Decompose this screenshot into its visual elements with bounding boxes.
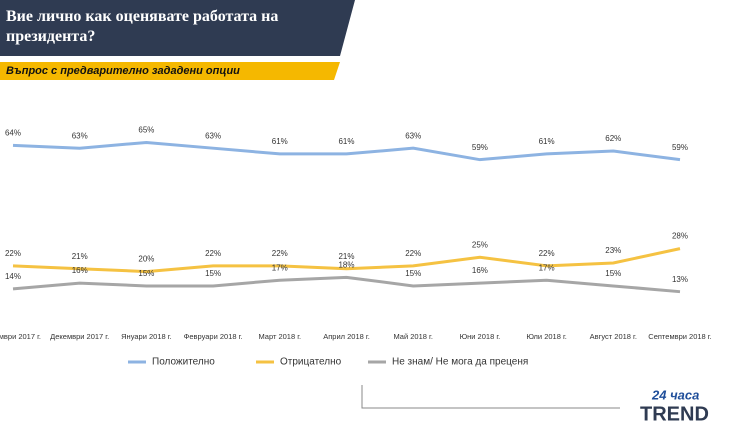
- chart-title: Вие лично как оценявате работата на прези…: [6, 8, 278, 45]
- chart-subtitle: Въпрос с предварително зададени опции: [6, 65, 240, 77]
- legend-label: Отрицателно: [280, 357, 342, 368]
- data-label: 15%: [205, 269, 221, 278]
- data-label: 20%: [138, 255, 154, 264]
- logo-bottom: TREND: [640, 403, 709, 423]
- data-label: 22%: [5, 249, 21, 258]
- series-line: [12, 275, 681, 294]
- data-label: 15%: [138, 269, 154, 278]
- legend-label: Положително: [152, 357, 215, 368]
- data-label: 65%: [138, 126, 154, 135]
- data-label: 61%: [272, 137, 288, 146]
- data-label: 59%: [672, 143, 688, 152]
- data-label: 21%: [338, 252, 354, 261]
- logo-frame: [361, 385, 620, 409]
- data-label: 22%: [405, 249, 421, 258]
- x-tick-label: Август 2018 г.: [590, 332, 637, 341]
- x-tick-label: Май 2018 г.: [393, 332, 432, 341]
- data-label: 61%: [338, 137, 354, 146]
- data-label: 14%: [5, 272, 21, 281]
- x-tick-label: Март 2018 г.: [258, 332, 301, 341]
- data-label: 25%: [472, 240, 488, 249]
- x-tick-label: Юли 2018 г.: [526, 332, 567, 341]
- data-label: 63%: [205, 131, 221, 140]
- x-tick-label: Септември 2018 г.: [648, 332, 711, 341]
- logo-top: 24 часа: [651, 387, 699, 402]
- x-tick-label: Февруари 2018 г.: [184, 332, 243, 341]
- data-label: 17%: [272, 263, 288, 272]
- data-label: 16%: [72, 266, 88, 275]
- data-label: 15%: [405, 269, 421, 278]
- data-label: 28%: [672, 232, 688, 241]
- data-label: 21%: [72, 252, 88, 261]
- x-tick-label: Април 2018 г.: [323, 332, 370, 341]
- x-tick-label: Юни 2018 г.: [460, 332, 501, 341]
- data-label: 62%: [605, 134, 621, 143]
- data-label: 13%: [672, 275, 688, 284]
- data-label: 61%: [539, 137, 555, 146]
- data-label: 18%: [338, 260, 354, 269]
- data-label: 63%: [405, 131, 421, 140]
- data-label: 63%: [72, 131, 88, 140]
- data-label: 64%: [5, 128, 21, 137]
- subtitle-banner: [0, 62, 340, 80]
- data-label: 22%: [205, 249, 221, 258]
- data-label: 17%: [539, 263, 555, 272]
- series-line: [12, 247, 681, 274]
- data-label: 16%: [472, 266, 488, 275]
- x-tick-label: Декември 2017 г.: [50, 332, 109, 341]
- legend-label: Не знам/ Не мога да преценя: [392, 357, 528, 368]
- data-label: 15%: [605, 269, 621, 278]
- x-tick-label: Ноември 2017 г.: [0, 332, 41, 341]
- data-label: 22%: [539, 249, 555, 258]
- data-label: 22%: [272, 249, 288, 258]
- x-tick-label: Януари 2018 г.: [121, 332, 172, 341]
- title-banner: [0, 0, 355, 56]
- data-label: 23%: [605, 246, 621, 255]
- data-label: 59%: [472, 143, 488, 152]
- series-line: [12, 140, 681, 162]
